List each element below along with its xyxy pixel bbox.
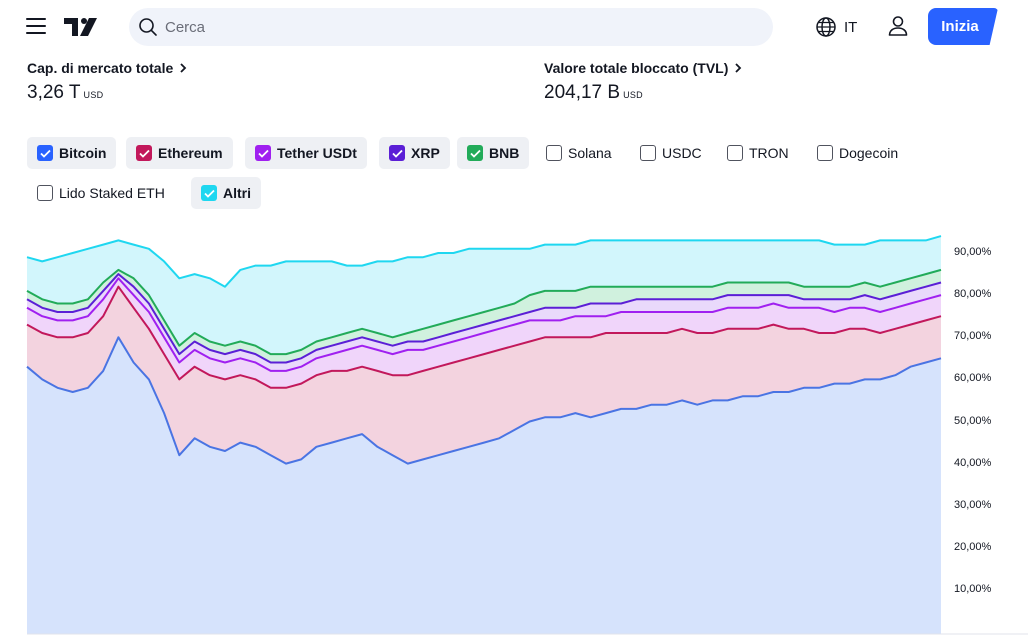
y-tick-label: 80,00% bbox=[954, 288, 992, 301]
filter-chip-bnb[interactable]: BNB bbox=[457, 137, 530, 169]
line-xrp bbox=[26, 273, 942, 364]
filter-label: Altri bbox=[223, 185, 251, 201]
market-cap-unit: USD bbox=[83, 90, 104, 100]
filter-chip-xrp[interactable]: XRP bbox=[379, 137, 450, 169]
checkbox-checked-icon[interactable] bbox=[37, 145, 53, 161]
line-altri bbox=[26, 235, 942, 288]
market-cap-label: Cap. di mercato totale bbox=[27, 60, 174, 76]
area-bitcoin bbox=[27, 337, 941, 634]
market-cap-value: 3,26 T bbox=[27, 82, 81, 103]
top-bar: IT Inizia bbox=[0, 0, 1028, 54]
filter-chip-solana[interactable]: Solana bbox=[536, 137, 622, 169]
filter-chip-dogecoin[interactable]: Dogecoin bbox=[807, 137, 908, 169]
filter-label: XRP bbox=[411, 145, 440, 161]
user-icon[interactable] bbox=[886, 14, 910, 38]
line-bitcoin bbox=[26, 336, 942, 465]
y-tick-label: 90,00% bbox=[954, 246, 992, 258]
menu-icon[interactable] bbox=[26, 18, 46, 34]
checkbox-checked-icon[interactable] bbox=[255, 145, 271, 161]
checkbox-icon[interactable] bbox=[817, 145, 833, 161]
filter-label: USDC bbox=[662, 145, 702, 161]
language-label: IT bbox=[844, 18, 858, 36]
filter-chip-usdc[interactable]: USDC bbox=[630, 137, 712, 169]
checkbox-icon[interactable] bbox=[546, 145, 562, 161]
y-tick-label: 30,00% bbox=[954, 498, 992, 511]
filter-label: Ethereum bbox=[158, 145, 223, 161]
language-selector[interactable]: IT bbox=[815, 15, 857, 39]
filter-label: BNB bbox=[489, 145, 520, 161]
checkbox-checked-icon[interactable] bbox=[389, 145, 405, 161]
filter-label: Bitcoin bbox=[59, 145, 107, 161]
get-started-button[interactable]: Inizia bbox=[928, 8, 998, 45]
chevron-right-icon bbox=[735, 63, 742, 73]
tvl-unit: USD bbox=[623, 90, 643, 100]
dominance-chart-svg bbox=[26, 235, 1028, 635]
tvl-stat: Valore totale bloccato (TVL) 204,17 B US… bbox=[544, 58, 742, 107]
filter-chip-ethereum[interactable]: Ethereum bbox=[126, 137, 233, 169]
chevron-right-icon bbox=[180, 63, 187, 73]
checkbox-checked-icon[interactable] bbox=[467, 145, 483, 161]
filter-label: Tether USDt bbox=[277, 145, 357, 161]
line-ethereum bbox=[26, 285, 942, 389]
dominance-chart: 10,00% 20,00% 30,00% 40,00% 50,00% 60,00% 70,0… bbox=[0, 222, 1028, 637]
checkbox-checked-icon[interactable] bbox=[136, 145, 152, 161]
filter-label: Solana bbox=[568, 145, 612, 161]
y-tick-label: 40,00% bbox=[954, 456, 992, 469]
line-tether-usdt bbox=[26, 277, 942, 372]
filter-chip-tron[interactable]: TRON bbox=[717, 137, 799, 169]
y-tick-label: 50,00% bbox=[954, 414, 992, 427]
line-bnb bbox=[26, 268, 942, 356]
y-tick-label: 60,00% bbox=[954, 372, 992, 385]
y-tick-label: 20,00% bbox=[954, 540, 992, 553]
filter-label: Dogecoin bbox=[839, 145, 899, 161]
filter-chip-altri[interactable]: Altri bbox=[191, 177, 261, 209]
globe-icon bbox=[816, 17, 836, 37]
y-tick-label: 10,00% bbox=[954, 583, 992, 595]
market-cap-link[interactable]: Cap. di mercato totale bbox=[27, 58, 187, 78]
filter-chip-lido-staked-eth[interactable]: Lido Staked ETH bbox=[27, 177, 175, 209]
filter-chip-tether-usdt[interactable]: Tether USDt bbox=[245, 137, 367, 169]
filter-chip-bitcoin[interactable]: Bitcoin bbox=[27, 137, 117, 169]
checkbox-icon[interactable] bbox=[37, 185, 53, 201]
checkbox-icon[interactable] bbox=[727, 145, 743, 161]
tradingview-logo[interactable] bbox=[64, 16, 100, 38]
tvl-label: Valore totale bloccato (TVL) bbox=[544, 60, 729, 76]
tvl-value: 204,17 B bbox=[544, 82, 621, 103]
search-icon bbox=[139, 18, 157, 36]
search-bar[interactable] bbox=[129, 8, 773, 46]
search-input[interactable] bbox=[165, 8, 755, 46]
filter-label: Lido Staked ETH bbox=[59, 185, 165, 201]
tvl-link[interactable]: Valore totale bloccato (TVL) bbox=[544, 58, 742, 78]
checkbox-checked-icon[interactable] bbox=[201, 185, 217, 201]
checkbox-icon[interactable] bbox=[640, 145, 656, 161]
market-cap-stat: Cap. di mercato totale 3,26 T USD bbox=[27, 58, 187, 107]
y-tick-label: 70,00% bbox=[954, 330, 992, 343]
filter-label: TRON bbox=[749, 145, 789, 161]
